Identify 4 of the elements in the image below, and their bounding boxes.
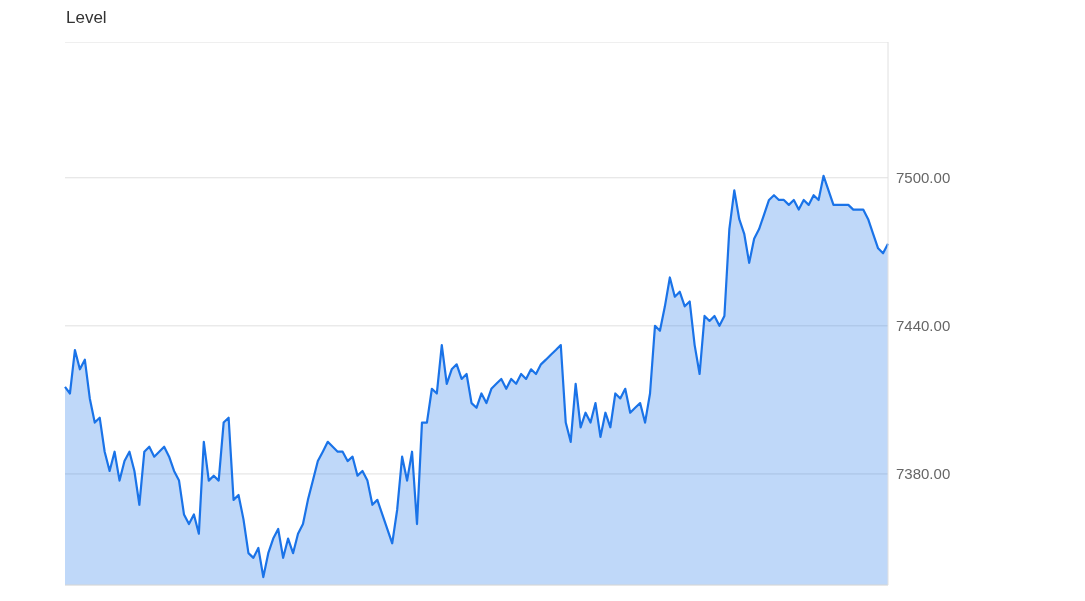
chart-title: Level <box>66 8 108 28</box>
y-tick-label: 7440.00 <box>896 317 951 335</box>
y-tick-label: 7380.00 <box>896 465 951 483</box>
y-tick-label: 7500.00 <box>896 169 951 187</box>
